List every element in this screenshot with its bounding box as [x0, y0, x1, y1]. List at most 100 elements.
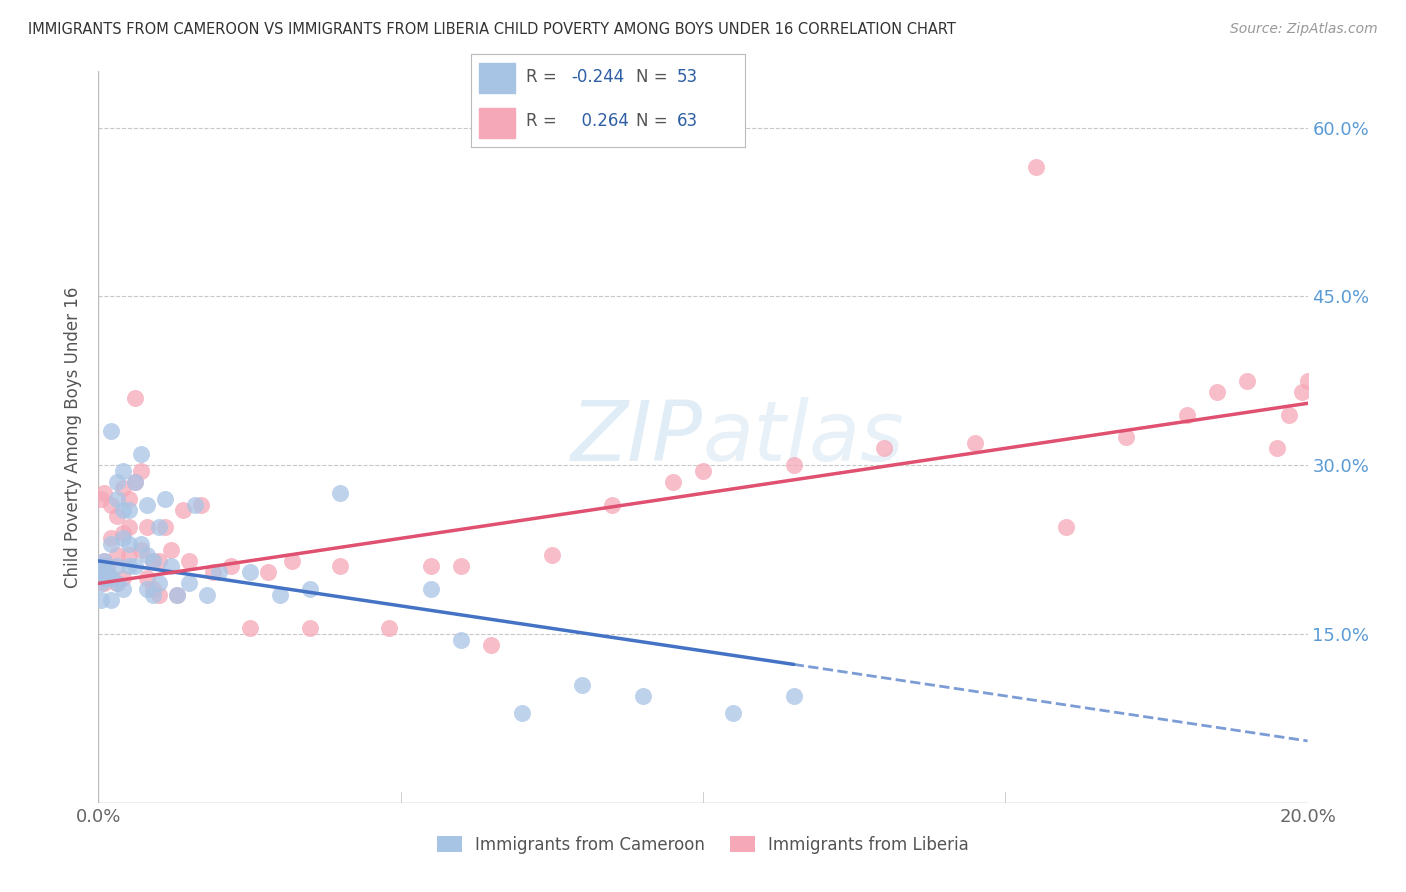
Point: [105, 576, 128, 591]
Point: [100, 425, 122, 439]
Point: [142, 554, 165, 568]
Text: R =: R =: [526, 112, 562, 130]
Point: [105, 576, 128, 591]
Point: [100, 537, 122, 551]
Text: ZIP: ZIP: [571, 397, 703, 477]
Point: [1309, 351, 1331, 366]
Point: [96, 565, 118, 579]
Point: [450, 559, 472, 574]
Point: [153, 520, 176, 534]
Point: [329, 559, 352, 574]
Point: [148, 520, 170, 534]
Point: [1175, 408, 1198, 422]
Point: [1236, 374, 1258, 388]
Point: [571, 678, 593, 692]
Text: 63: 63: [676, 112, 697, 130]
Legend: Immigrants from Cameroon, Immigrants from Liberia: Immigrants from Cameroon, Immigrants fro…: [430, 829, 976, 860]
Point: [135, 498, 157, 512]
Point: [510, 706, 533, 720]
Point: [111, 481, 134, 495]
Text: 0.264: 0.264: [571, 112, 628, 130]
Point: [1024, 160, 1046, 174]
Text: N =: N =: [636, 69, 672, 87]
Text: Source: ZipAtlas.com: Source: ZipAtlas.com: [1230, 22, 1378, 37]
Point: [299, 621, 322, 635]
Point: [129, 464, 152, 478]
Point: [540, 548, 562, 562]
Point: [135, 582, 157, 596]
Point: [118, 503, 141, 517]
Point: [166, 588, 188, 602]
Point: [256, 565, 278, 579]
Text: atlas: atlas: [703, 397, 904, 477]
Point: [450, 632, 472, 647]
Point: [148, 576, 170, 591]
Point: [100, 498, 122, 512]
Point: [124, 559, 146, 574]
Point: [1267, 442, 1289, 456]
Point: [148, 554, 170, 568]
Point: [90, 559, 112, 574]
Point: [420, 582, 443, 596]
Point: [142, 554, 165, 568]
Point: [172, 503, 194, 517]
Point: [105, 508, 128, 523]
Point: [269, 588, 291, 602]
Point: [160, 542, 183, 557]
Point: [239, 565, 262, 579]
Point: [723, 706, 745, 720]
Point: [90, 565, 112, 579]
Point: [105, 491, 128, 506]
Point: [100, 593, 122, 607]
Point: [202, 565, 225, 579]
Point: [100, 532, 122, 546]
Point: [1296, 374, 1319, 388]
Text: 53: 53: [676, 69, 697, 87]
Point: [160, 559, 183, 574]
Point: [1278, 408, 1301, 422]
Point: [783, 689, 806, 703]
Bar: [479, 63, 515, 93]
Point: [100, 571, 122, 585]
Point: [377, 621, 399, 635]
Point: [783, 458, 806, 473]
Point: [221, 559, 243, 574]
Point: [420, 559, 443, 574]
Point: [96, 559, 118, 574]
Point: [111, 582, 134, 596]
Point: [142, 588, 165, 602]
Point: [481, 638, 503, 652]
Point: [111, 464, 134, 478]
Text: IMMIGRANTS FROM CAMEROON VS IMMIGRANTS FROM LIBERIA CHILD POVERTY AMONG BOYS UND: IMMIGRANTS FROM CAMEROON VS IMMIGRANTS F…: [28, 22, 956, 37]
Point: [118, 548, 141, 562]
Point: [631, 689, 654, 703]
Point: [124, 475, 146, 489]
Point: [179, 576, 201, 591]
Point: [153, 491, 176, 506]
Point: [135, 548, 157, 562]
Point: [1054, 520, 1077, 534]
Point: [148, 588, 170, 602]
Point: [118, 520, 141, 534]
Point: [90, 491, 112, 506]
Point: [124, 475, 146, 489]
Point: [90, 576, 112, 591]
Point: [90, 593, 112, 607]
Point: [96, 571, 118, 585]
Point: [129, 542, 152, 557]
Point: [93, 486, 115, 500]
Point: [100, 571, 122, 585]
Point: [179, 554, 201, 568]
Point: [239, 621, 262, 635]
Point: [118, 491, 141, 506]
Point: [692, 464, 714, 478]
Point: [129, 537, 152, 551]
Text: -0.244: -0.244: [571, 69, 624, 87]
Point: [329, 486, 352, 500]
Bar: [479, 108, 515, 138]
Point: [1291, 385, 1313, 400]
Point: [129, 447, 152, 461]
Point: [111, 525, 134, 540]
Point: [166, 588, 188, 602]
Point: [281, 554, 304, 568]
